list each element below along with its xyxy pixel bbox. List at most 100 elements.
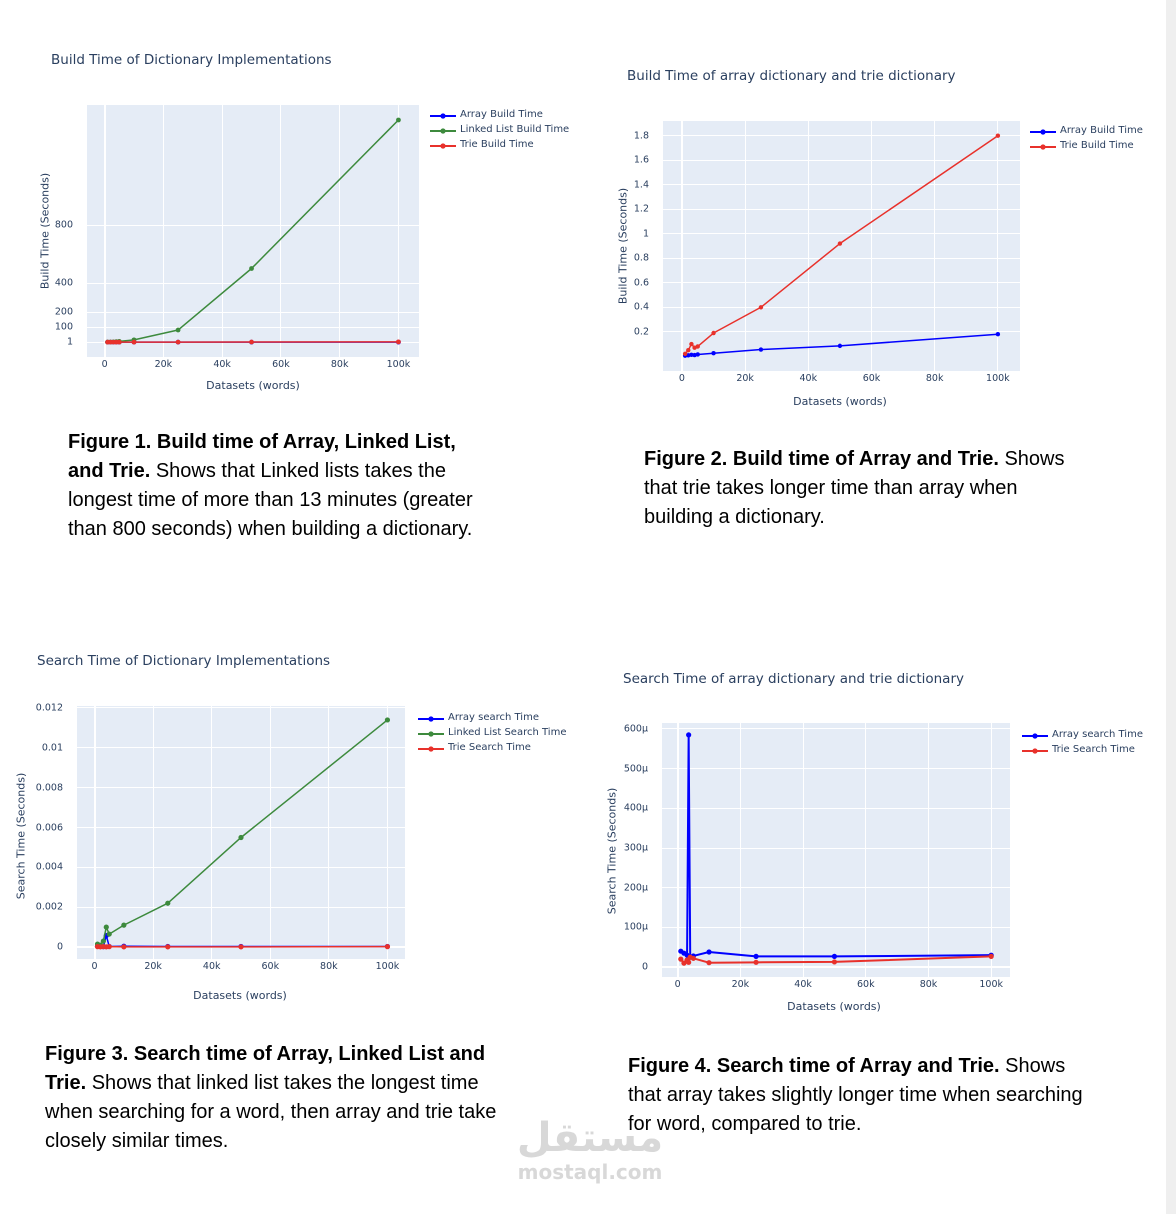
legend-line-icon <box>430 113 456 119</box>
x-gridline <box>739 723 741 977</box>
y-tick-label: 0 <box>56 941 63 953</box>
plot-area <box>662 723 1010 977</box>
figure-caption-1: Figure 1. Build time of Array, Linked Li… <box>68 428 488 544</box>
x-gridline <box>339 105 341 357</box>
y-gridline <box>662 926 1010 928</box>
watermark-arabic: مستقل <box>516 1115 664 1161</box>
x-tick-label: 80k <box>330 359 349 370</box>
x-tick-label: 80k <box>320 961 338 972</box>
legend-line-icon <box>430 128 456 134</box>
data-point <box>753 953 759 959</box>
series-line <box>107 119 399 343</box>
x-gridline <box>386 706 388 959</box>
y-gridline <box>87 224 419 226</box>
y-tick-label: 400μ <box>623 802 648 814</box>
x-axis-label: Datasets (words) <box>193 989 287 1002</box>
data-point <box>131 339 137 345</box>
data-point <box>758 347 764 352</box>
x-tick-label: 0 <box>674 979 681 990</box>
data-point <box>238 834 244 841</box>
legend-label: Trie Search Time <box>1052 744 1135 755</box>
y-gridline <box>87 326 419 328</box>
legend-line-icon <box>1022 748 1048 754</box>
x-tick-label: 100k <box>979 979 1004 990</box>
y-gridline <box>663 282 1020 284</box>
y-gridline <box>77 866 405 868</box>
y-gridline <box>662 807 1010 809</box>
y-tick-label: 1.2 <box>633 203 649 215</box>
y-tick-label: 600μ <box>623 723 648 735</box>
y-tick-label: 1 <box>66 336 73 348</box>
data-point <box>106 944 112 950</box>
x-tick-label: 40k <box>202 961 221 972</box>
y-tick-label: 1 <box>642 228 649 240</box>
y-tick-label: 1.4 <box>633 179 649 191</box>
data-point <box>103 924 109 930</box>
y-gridline <box>663 184 1020 186</box>
x-gridline <box>162 105 164 357</box>
x-gridline <box>152 706 154 959</box>
data-point <box>690 955 696 961</box>
data-point <box>711 330 716 336</box>
y-gridline <box>663 208 1020 210</box>
page-edge <box>1166 0 1176 1214</box>
data-point <box>249 339 254 345</box>
y-gridline <box>77 707 405 709</box>
y-tick-label: 0.006 <box>35 822 63 834</box>
y-gridline <box>662 768 1010 770</box>
legend-label: Linked List Search Time <box>448 727 567 738</box>
y-tick-label: 100μ <box>623 921 648 933</box>
data-point <box>686 732 692 738</box>
x-gridline <box>103 105 106 357</box>
series-layer <box>682 133 1001 358</box>
y-tick-label: 0.01 <box>41 742 63 754</box>
y-gridline <box>663 331 1020 333</box>
legend-line-icon <box>1030 129 1056 135</box>
data-point <box>837 241 843 246</box>
y-gridline <box>662 966 1010 969</box>
legend-label: Trie Search Time <box>448 742 531 753</box>
series-layer <box>105 117 401 345</box>
y-gridline <box>663 257 1020 259</box>
y-gridline <box>87 282 419 284</box>
x-gridline <box>990 723 992 977</box>
data-point <box>249 266 254 271</box>
data-point <box>384 944 391 950</box>
data-point <box>695 344 700 349</box>
legend-label: Array Build Time <box>1060 125 1143 136</box>
y-gridline <box>87 311 419 313</box>
x-tick-label: 100k <box>375 961 400 972</box>
y-tick-label: 0 <box>641 961 648 973</box>
x-tick-label: 60k <box>272 359 290 370</box>
legend-line-icon <box>430 143 456 149</box>
data-point <box>396 339 401 345</box>
data-point <box>678 956 684 962</box>
x-gridline <box>802 723 804 977</box>
legend-line-icon <box>418 731 444 737</box>
y-gridline <box>77 747 405 749</box>
x-tick-label: 60k <box>856 979 875 990</box>
x-tick-label: 0 <box>101 359 108 370</box>
y-tick-label: 0.004 <box>35 861 63 873</box>
x-tick-label: 100k <box>386 359 411 370</box>
x-gridline <box>865 723 867 977</box>
data-point <box>711 351 716 356</box>
x-gridline <box>676 723 679 977</box>
y-tick-label: 200μ <box>623 882 648 894</box>
series-layer <box>678 732 994 966</box>
x-gridline <box>280 105 282 357</box>
data-point <box>706 960 712 966</box>
plot-area <box>77 706 405 959</box>
x-gridline <box>328 706 330 959</box>
series-line <box>97 719 388 946</box>
data-point <box>165 900 171 906</box>
data-point <box>686 959 692 965</box>
legend-label: Trie Build Time <box>460 139 534 150</box>
y-axis-label: Build Time (Seconds) <box>38 172 52 290</box>
x-tick-label: 80k <box>925 373 944 384</box>
watermark: مستقل mostaql.com <box>500 1115 680 1183</box>
caption-text: Shows that Linked lists takes the longes… <box>68 460 473 540</box>
y-axis-label: Search Time (Seconds) <box>14 772 28 900</box>
x-gridline <box>871 121 872 371</box>
legend-label: Array search Time <box>448 712 539 723</box>
